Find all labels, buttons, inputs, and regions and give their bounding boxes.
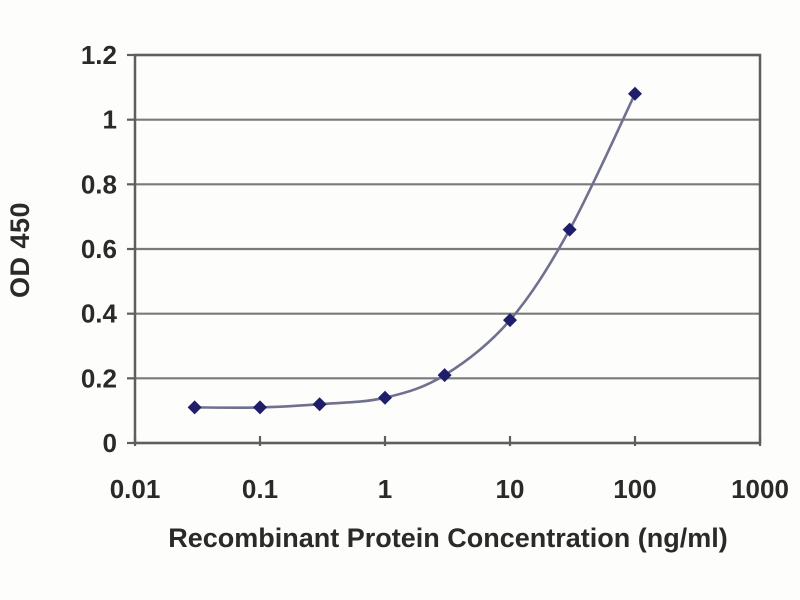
data-point-marker bbox=[253, 400, 267, 415]
y-tick-label: 1 bbox=[103, 105, 117, 135]
y-tick-label: 0.4 bbox=[81, 299, 118, 329]
y-tick-label: 0.8 bbox=[81, 169, 117, 199]
x-tick-label: 10 bbox=[496, 474, 525, 504]
plot-border bbox=[133, 53, 762, 445]
x-tick-label: 1000 bbox=[731, 474, 789, 504]
y-axis-title: OD 450 bbox=[5, 201, 35, 299]
y-tick-label: 0.6 bbox=[81, 234, 117, 264]
data-point-marker bbox=[378, 390, 392, 405]
data-point-marker bbox=[562, 222, 577, 237]
series-line bbox=[194, 93, 637, 409]
data-point-marker bbox=[437, 368, 452, 383]
data-point-marker bbox=[312, 397, 327, 412]
x-tick-label: 1 bbox=[378, 474, 392, 504]
y-tick-label: 1.2 bbox=[81, 40, 117, 70]
x-axis-title: Recombinant Protein Concentration (ng/ml… bbox=[168, 523, 728, 553]
data-point-marker bbox=[187, 400, 202, 415]
y-tick-label: 0.2 bbox=[81, 363, 117, 393]
data-point-marker bbox=[503, 313, 517, 328]
data-point-marker bbox=[628, 86, 642, 101]
x-tick-label: 0.01 bbox=[110, 474, 161, 504]
x-tick-label: 0.1 bbox=[242, 474, 278, 504]
y-tick-label: 0 bbox=[103, 428, 117, 458]
x-tick-label: 100 bbox=[613, 474, 656, 504]
